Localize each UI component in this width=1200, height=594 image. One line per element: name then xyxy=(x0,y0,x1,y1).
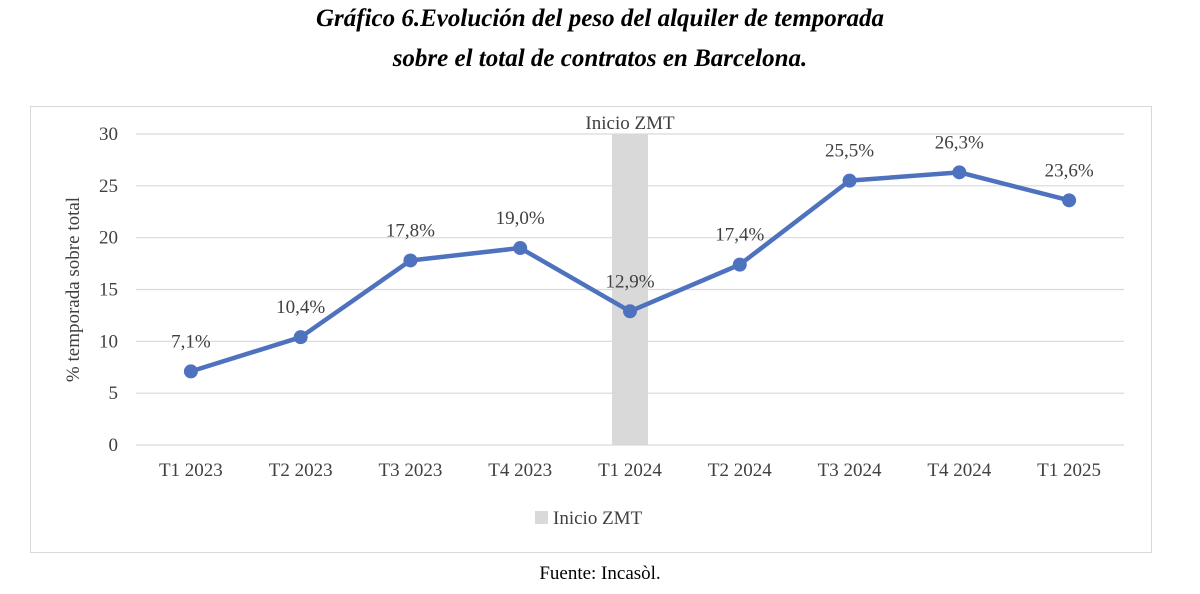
chart-title-line-1: Gráfico 6.Evolución del peso del alquile… xyxy=(315,5,884,32)
data-label: 17,8% xyxy=(386,220,435,241)
legend-swatch xyxy=(535,511,548,524)
data-label: 7,1% xyxy=(171,331,211,352)
inicio-zmt-band-label: Inicio ZMT xyxy=(585,113,675,134)
x-tick-label: T2 2023 xyxy=(269,460,333,481)
data-label: 10,4% xyxy=(276,297,325,318)
x-tick-label: T3 2024 xyxy=(818,460,882,481)
legend-label: Inicio ZMT xyxy=(553,508,643,529)
x-tick-label: T1 2023 xyxy=(159,460,223,481)
chart-frame xyxy=(30,106,1152,553)
data-point xyxy=(623,304,637,319)
data-label: 17,4% xyxy=(715,225,764,246)
x-tick-label: T4 2024 xyxy=(927,460,991,481)
data-label: 23,6% xyxy=(1045,160,1094,181)
data-point xyxy=(732,257,747,272)
data-label: 25,5% xyxy=(825,141,874,162)
x-tick-label: T4 2023 xyxy=(488,460,552,481)
data-point xyxy=(513,241,528,256)
x-tick-label: T1 2025 xyxy=(1037,460,1101,481)
y-tick-label: 25 xyxy=(99,176,118,197)
x-tick-label: T3 2023 xyxy=(379,460,443,481)
chart-title-line-2: sobre el total de contratos en Barcelona… xyxy=(392,45,808,72)
inicio-zmt-band xyxy=(612,134,648,445)
y-axis-title: % temporada sobre total xyxy=(63,197,84,382)
data-point xyxy=(183,364,198,379)
data-point xyxy=(403,253,418,268)
data-label: 12,9% xyxy=(605,271,654,292)
y-tick-label: 10 xyxy=(99,331,118,352)
source-note: Fuente: Incasòl. xyxy=(539,563,661,584)
y-tick-label: 20 xyxy=(99,228,118,249)
y-tick-label: 15 xyxy=(99,280,118,301)
data-point xyxy=(1062,193,1077,208)
x-tick-label: T1 2024 xyxy=(598,460,662,481)
data-label: 19,0% xyxy=(496,208,545,229)
data-point xyxy=(842,173,857,188)
y-tick-label: 5 xyxy=(109,383,119,404)
x-tick-label: T2 2024 xyxy=(708,460,772,481)
data-label: 26,3% xyxy=(935,132,984,153)
data-point xyxy=(293,330,308,345)
y-tick-label: 30 xyxy=(99,124,118,145)
data-point xyxy=(952,165,967,180)
y-tick-label: 0 xyxy=(109,435,119,456)
